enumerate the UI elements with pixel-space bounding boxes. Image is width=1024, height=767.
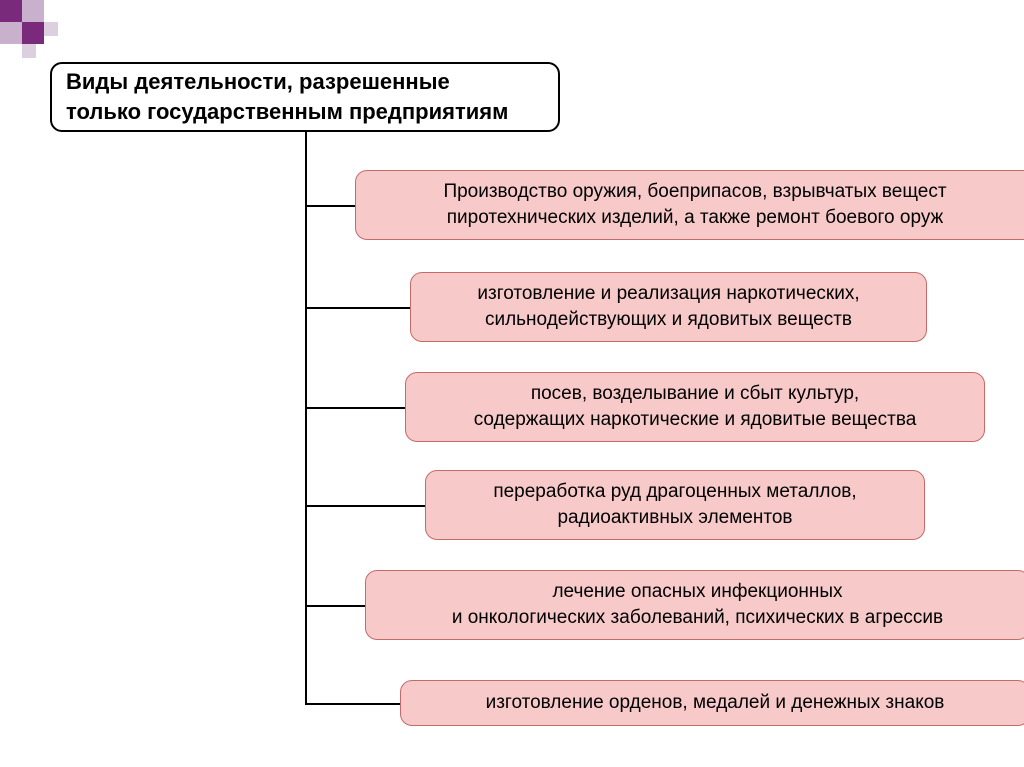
- child-node-5: лечение опасных инфекционныхи онкологиче…: [365, 570, 1024, 640]
- child-node-text: Производство оружия, боеприпасов, взрывч…: [370, 179, 1020, 230]
- deco-square: [0, 0, 22, 22]
- connector-branch: [305, 307, 410, 309]
- child-node-text: переработка руд драгоценных металлов,рад…: [440, 479, 910, 530]
- connector-branch: [305, 505, 425, 507]
- connector-branch: [305, 407, 405, 409]
- connector-trunk: [305, 132, 307, 705]
- child-node-text: лечение опасных инфекционныхи онкологиче…: [380, 579, 1015, 630]
- connector-branch: [305, 205, 355, 207]
- child-node-6: изготовление орденов, медалей и денежных…: [400, 680, 1024, 726]
- child-node-text: изготовление орденов, медалей и денежных…: [415, 690, 1015, 716]
- child-node-1: Производство оружия, боеприпасов, взрывч…: [355, 170, 1024, 240]
- deco-square: [22, 44, 36, 58]
- child-node-text: посев, возделывание и сбыт культур,содер…: [420, 381, 970, 432]
- root-node: Виды деятельности, разрешенныетолько гос…: [50, 62, 560, 132]
- root-node-text: Виды деятельности, разрешенныетолько гос…: [66, 67, 508, 126]
- deco-square: [22, 22, 44, 44]
- connector-branch: [305, 703, 400, 705]
- child-node-3: посев, возделывание и сбыт культур,содер…: [405, 372, 985, 442]
- child-node-4: переработка руд драгоценных металлов,рад…: [425, 470, 925, 540]
- deco-square: [0, 22, 22, 44]
- child-node-text: изготовление и реализация наркотических,…: [425, 281, 912, 332]
- child-node-2: изготовление и реализация наркотических,…: [410, 272, 927, 342]
- connector-branch: [305, 605, 365, 607]
- deco-square: [22, 0, 44, 22]
- deco-square: [44, 22, 58, 36]
